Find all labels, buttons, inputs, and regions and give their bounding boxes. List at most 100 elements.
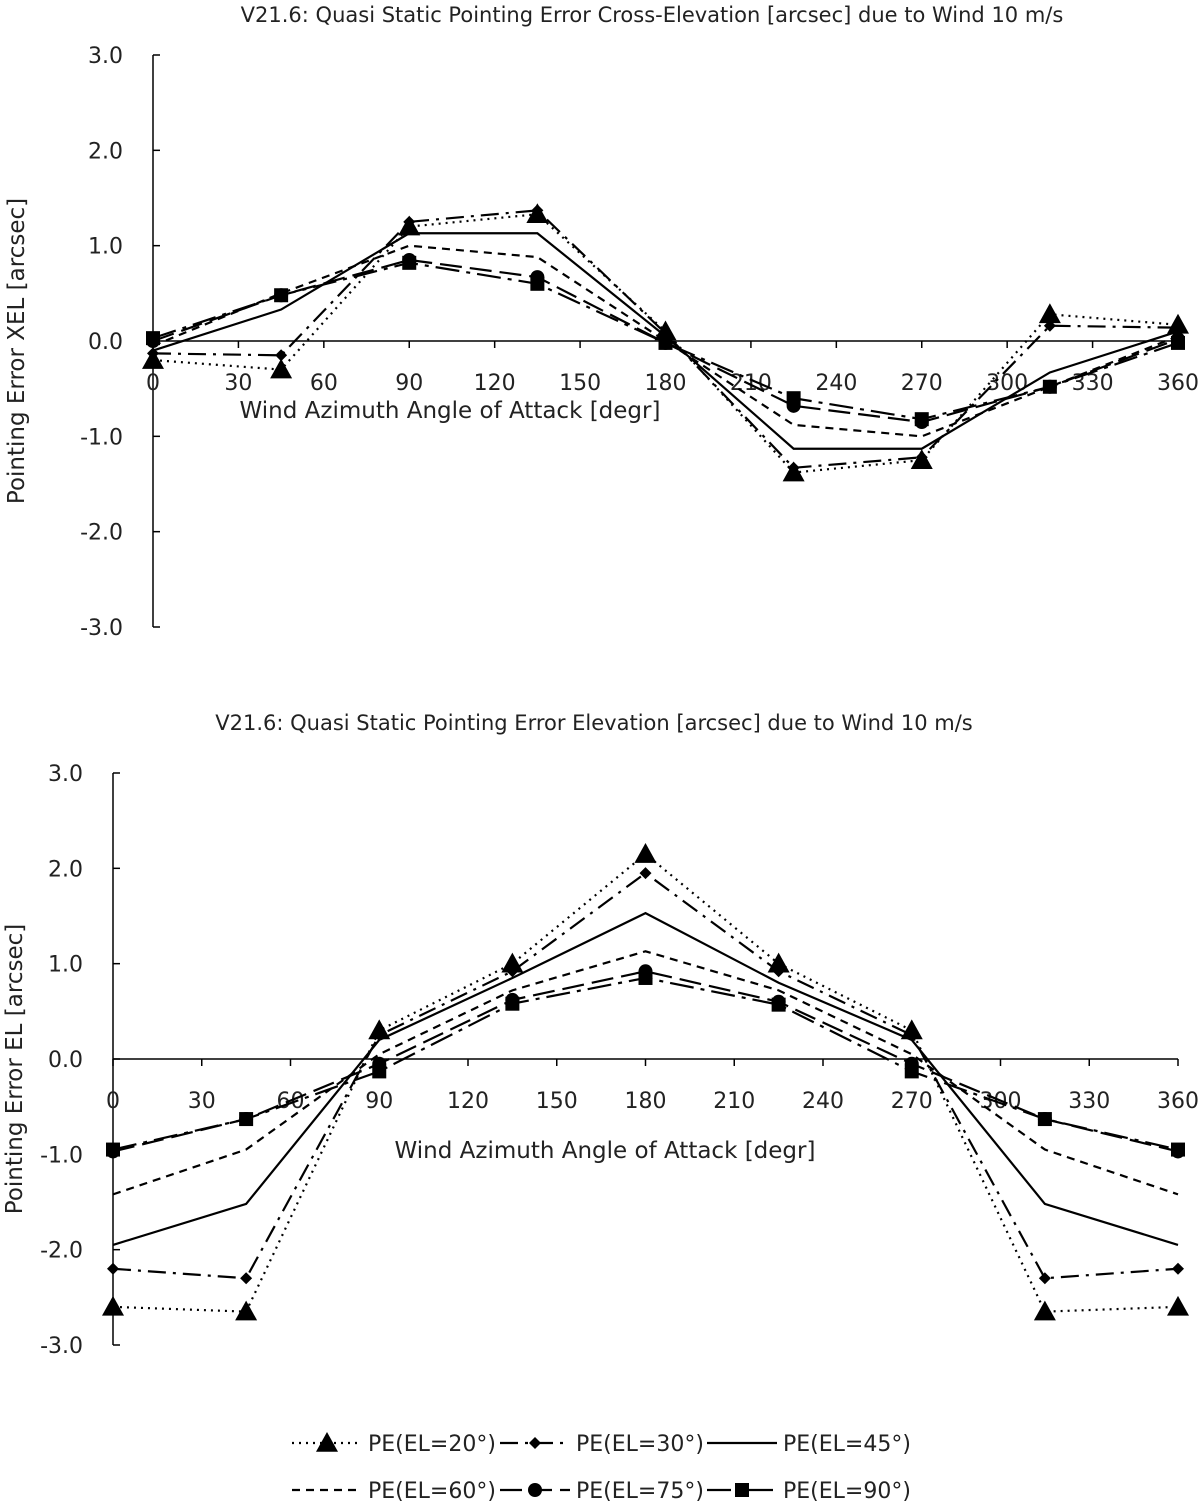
y-tick-label: -3.0	[40, 1334, 83, 1359]
y-axis-label: Pointing Error XEL [arcsec]	[4, 198, 30, 504]
x-tick-label: 90	[395, 371, 423, 396]
series-line	[152, 209, 1179, 469]
x-tick-label: 240	[815, 371, 857, 396]
legend-item: PE(EL=45°)	[707, 1432, 911, 1457]
y-tick-label: 1.0	[88, 235, 123, 260]
data-point-marker	[107, 1262, 119, 1275]
x-tick-label: 330	[1072, 371, 1114, 396]
data-point-marker	[787, 461, 800, 474]
data-point-marker	[1043, 319, 1056, 332]
data-point-marker	[639, 867, 652, 880]
data-point-marker	[530, 276, 545, 291]
legend-marker	[316, 1432, 338, 1452]
data-point-marker	[402, 255, 417, 270]
legend-marker	[735, 1483, 749, 1497]
data-point-marker	[1167, 1295, 1189, 1316]
legend-item: PE(EL=60°)	[292, 1479, 496, 1504]
chart-elevation: V21.6: Quasi Static Pointing Error Eleva…	[2, 711, 1199, 1359]
x-tick-label: 30	[188, 1089, 216, 1114]
series-4	[152, 244, 1179, 438]
legend-item: PE(EL=75°)	[500, 1479, 704, 1504]
y-tick-label: -2.0	[80, 521, 123, 546]
x-tick-label: 30	[224, 371, 252, 396]
legend-item: PE(EL=30°)	[500, 1432, 704, 1457]
chart-cross-elevation: V21.6: Quasi Static Pointing Error Cross…	[4, 3, 1199, 641]
y-tick-label: 1.0	[48, 953, 83, 978]
legend-item: PE(EL=90°)	[707, 1479, 911, 1504]
series-line	[112, 911, 1179, 1246]
y-tick-label: -1.0	[40, 1143, 83, 1168]
data-point-marker	[505, 996, 520, 1011]
data-point-marker	[915, 451, 928, 464]
legend-marker	[528, 1483, 542, 1497]
y-tick-label: -1.0	[80, 425, 123, 450]
legend-label: PE(EL=90°)	[783, 1479, 911, 1504]
data-point-marker	[102, 1295, 124, 1316]
legend-label: PE(EL=45°)	[783, 1432, 911, 1457]
series-line	[152, 213, 1179, 474]
data-point-marker	[1038, 303, 1061, 324]
data-point-marker	[771, 997, 786, 1012]
series-4	[112, 950, 1179, 1196]
data-point-marker	[638, 970, 653, 985]
data-point-marker	[634, 843, 657, 863]
series-3	[112, 911, 1179, 1246]
data-point-marker	[914, 412, 929, 427]
data-point-marker	[1037, 1112, 1052, 1127]
chart-title: V21.6: Quasi Static Pointing Error Cross…	[241, 3, 1064, 27]
y-tick-label: 0.0	[48, 1048, 83, 1073]
x-tick-label: 270	[891, 1089, 933, 1114]
data-point-marker	[274, 288, 289, 303]
data-point-marker	[772, 965, 785, 978]
data-point-marker	[1172, 321, 1184, 334]
x-tick-label: 330	[1068, 1089, 1110, 1114]
y-tick-label: 3.0	[88, 44, 123, 69]
y-axis-label: Pointing Error EL [arcsec]	[2, 924, 28, 1214]
series-6	[106, 970, 1185, 1157]
data-point-marker	[240, 1272, 253, 1285]
x-tick-label: 0	[106, 1089, 120, 1114]
x-tick-label: 360	[1157, 1089, 1199, 1114]
legend-label: PE(EL=60°)	[368, 1479, 496, 1504]
y-tick-label: 2.0	[48, 857, 83, 882]
data-point-marker	[235, 1300, 258, 1321]
y-tick-label: 3.0	[48, 762, 83, 787]
x-tick-label: 120	[474, 371, 516, 396]
data-point-marker	[372, 1064, 387, 1079]
x-tick-label: 180	[625, 1089, 667, 1114]
data-point-marker	[270, 358, 293, 379]
x-tick-label: 210	[713, 1089, 755, 1114]
data-point-marker	[506, 965, 519, 978]
data-point-marker	[1033, 1300, 1056, 1321]
series-2	[107, 867, 1184, 1285]
x-tick-label: 240	[802, 1089, 844, 1114]
x-tick-label: 360	[1157, 371, 1199, 396]
x-axis-label: Wind Azimuth Angle of Attack [degr]	[240, 398, 661, 424]
x-tick-label: 90	[365, 1089, 393, 1114]
x-tick-label: 300	[986, 371, 1028, 396]
series-2	[147, 204, 1184, 474]
data-point-marker	[106, 1142, 120, 1157]
x-tick-label: 150	[536, 1089, 578, 1114]
data-point-marker	[1042, 379, 1057, 394]
legend-label: PE(EL=75°)	[576, 1479, 704, 1504]
data-point-marker	[531, 204, 544, 217]
x-tick-label: 270	[901, 371, 943, 396]
y-tick-label: 0.0	[88, 330, 123, 355]
x-tick-label: 180	[645, 371, 687, 396]
chart-title: V21.6: Quasi Static Pointing Error Eleva…	[215, 711, 973, 735]
x-tick-label: 210	[730, 371, 772, 396]
series-line	[152, 244, 1179, 438]
x-axis-label: Wind Azimuth Angle of Attack [degr]	[395, 1138, 816, 1164]
data-point-marker	[1038, 1272, 1051, 1285]
series-line	[112, 871, 1179, 1280]
data-point-marker	[275, 349, 288, 362]
x-tick-label: 0	[146, 371, 160, 396]
legend: PE(EL=20°) PE(EL=30°) PE(EL=45°) PE(EL=60°)…	[292, 1432, 911, 1504]
series-line	[112, 970, 1179, 1153]
x-tick-label: 120	[447, 1089, 489, 1114]
data-point-marker	[239, 1112, 254, 1127]
series-6	[146, 255, 1185, 427]
data-point-marker	[786, 391, 801, 406]
